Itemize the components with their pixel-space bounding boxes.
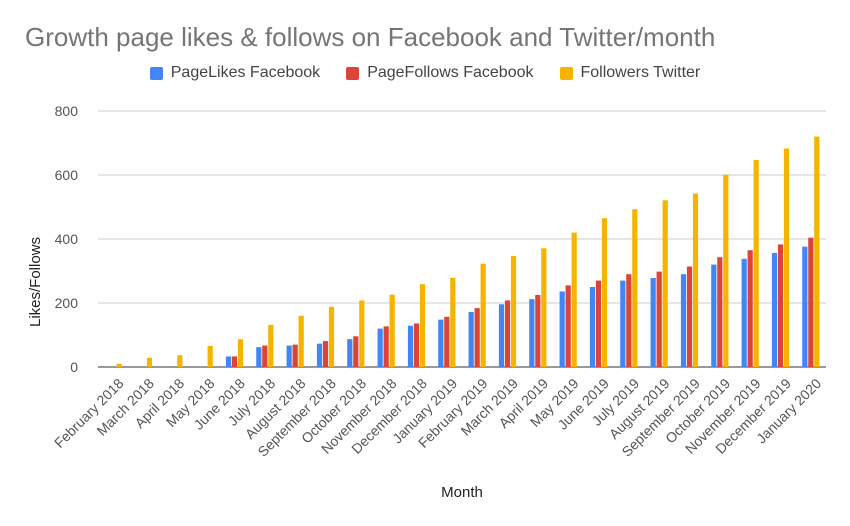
legend-label-followers-twitter: Followers Twitter — [580, 64, 701, 81]
chart-legend: PageLikes Facebook PageFollows Facebook … — [0, 64, 850, 82]
bar-followers-twitter-1[interactable] — [146, 357, 153, 367]
bar-followers-twitter-20[interactable] — [723, 174, 729, 367]
bar-followers-twitter-5[interactable] — [268, 324, 274, 367]
bar-followers-twitter-13[interactable] — [510, 255, 517, 367]
bar-pagefollows-facebook-7[interactable] — [322, 341, 329, 367]
legend-label-pagelikes-facebook: PageLikes Facebook — [170, 64, 321, 81]
x-axis-title: Month — [441, 484, 483, 501]
bar-pagefollows-facebook-16[interactable] — [595, 280, 602, 367]
y-tick-label-0: 0 — [70, 359, 78, 375]
bar-pagelikes-facebook-17[interactable] — [620, 280, 626, 367]
legend-item-pagefollows-facebook[interactable]: PageFollows Facebook — [346, 64, 534, 82]
bar-followers-twitter-3[interactable] — [207, 345, 213, 367]
bar-followers-twitter-17[interactable] — [632, 209, 638, 367]
bar-pagelikes-facebook-18[interactable] — [650, 278, 656, 367]
bar-followers-twitter-0[interactable] — [116, 363, 122, 367]
bar-followers-twitter-6[interactable] — [298, 315, 304, 367]
y-tick-label-800: 800 — [55, 103, 79, 119]
bar-pagefollows-facebook-10[interactable] — [413, 323, 420, 367]
legend-item-followers-twitter[interactable]: Followers Twitter — [559, 64, 701, 82]
bar-pagefollows-facebook-14[interactable] — [535, 295, 541, 367]
bar-pagelikes-facebook-15[interactable] — [559, 291, 565, 367]
bar-pagefollows-facebook-23[interactable] — [808, 237, 814, 367]
bar-followers-twitter-18[interactable] — [662, 200, 668, 367]
y-tick-label-400: 400 — [55, 231, 79, 247]
bar-followers-twitter-7[interactable] — [328, 306, 335, 367]
legend-swatch-followers-twitter — [559, 66, 573, 80]
bar-followers-twitter-19[interactable] — [692, 193, 699, 367]
bar-pagefollows-facebook-13[interactable] — [504, 300, 511, 367]
bar-followers-twitter-2[interactable] — [177, 355, 183, 367]
bar-followers-twitter-4[interactable] — [237, 339, 244, 367]
bar-followers-twitter-16[interactable] — [601, 218, 608, 367]
bar-followers-twitter-10[interactable] — [419, 284, 426, 367]
bar-pagefollows-facebook-4[interactable] — [231, 356, 238, 367]
bar-pagelikes-facebook-11[interactable] — [438, 319, 444, 367]
bar-pagefollows-facebook-6[interactable] — [292, 344, 298, 367]
bar-pagefollows-facebook-15[interactable] — [565, 285, 571, 367]
bar-pagefollows-facebook-19[interactable] — [686, 266, 693, 367]
bar-followers-twitter-15[interactable] — [571, 232, 577, 367]
bar-followers-twitter-14[interactable] — [541, 248, 547, 367]
bar-pagefollows-facebook-9[interactable] — [383, 326, 389, 367]
bar-pagefollows-facebook-18[interactable] — [656, 271, 662, 367]
bar-followers-twitter-12[interactable] — [480, 263, 486, 367]
bar-pagefollows-facebook-12[interactable] — [474, 308, 480, 367]
bar-pagelikes-facebook-13[interactable] — [498, 304, 505, 367]
bar-pagefollows-facebook-11[interactable] — [444, 316, 450, 367]
bar-pagelikes-facebook-19[interactable] — [680, 274, 687, 367]
bar-pagelikes-facebook-6[interactable] — [286, 345, 292, 367]
bar-pagelikes-facebook-8[interactable] — [347, 339, 353, 367]
bar-followers-twitter-22[interactable] — [783, 148, 790, 367]
bar-followers-twitter-11[interactable] — [450, 277, 456, 367]
bar-pagefollows-facebook-5[interactable] — [262, 345, 268, 367]
bar-pagelikes-facebook-23[interactable] — [802, 246, 808, 367]
legend-item-pagelikes-facebook[interactable]: PageLikes Facebook — [149, 64, 321, 82]
y-tick-label-200: 200 — [55, 295, 79, 311]
chart-title: Growth page likes & follows on Facebook … — [25, 22, 716, 52]
bar-pagelikes-facebook-14[interactable] — [529, 299, 535, 367]
legend-swatch-pagelikes-facebook — [149, 66, 163, 80]
bar-pagelikes-facebook-7[interactable] — [316, 343, 323, 367]
y-axis-title: Likes/Follows — [27, 237, 44, 327]
bar-pagelikes-facebook-22[interactable] — [771, 253, 778, 367]
legend-label-pagefollows-facebook: PageFollows Facebook — [367, 64, 534, 81]
bar-pagefollows-facebook-8[interactable] — [353, 336, 359, 367]
bar-pagelikes-facebook-21[interactable] — [741, 258, 747, 367]
bar-pagelikes-facebook-12[interactable] — [468, 311, 474, 367]
bar-pagefollows-facebook-17[interactable] — [626, 274, 632, 367]
bar-pagefollows-facebook-22[interactable] — [777, 244, 784, 367]
bar-followers-twitter-23[interactable] — [814, 136, 820, 367]
bar-pagelikes-facebook-10[interactable] — [407, 325, 414, 367]
bar-pagefollows-facebook-20[interactable] — [717, 257, 723, 367]
bar-pagelikes-facebook-20[interactable] — [711, 264, 717, 367]
bar-followers-twitter-21[interactable] — [753, 159, 759, 367]
bar-pagefollows-facebook-21[interactable] — [747, 250, 753, 367]
bar-layer — [116, 136, 820, 367]
bar-pagelikes-facebook-16[interactable] — [589, 287, 596, 367]
bar-followers-twitter-9[interactable] — [389, 294, 395, 367]
bar-pagelikes-facebook-4[interactable] — [225, 356, 232, 367]
grid-layer — [98, 110, 826, 368]
bar-pagelikes-facebook-5[interactable] — [256, 347, 262, 367]
legend-swatch-pagefollows-facebook — [346, 66, 360, 80]
y-tick-label-600: 600 — [55, 167, 79, 183]
bar-pagelikes-facebook-9[interactable] — [377, 328, 383, 367]
bar-followers-twitter-8[interactable] — [359, 300, 365, 367]
